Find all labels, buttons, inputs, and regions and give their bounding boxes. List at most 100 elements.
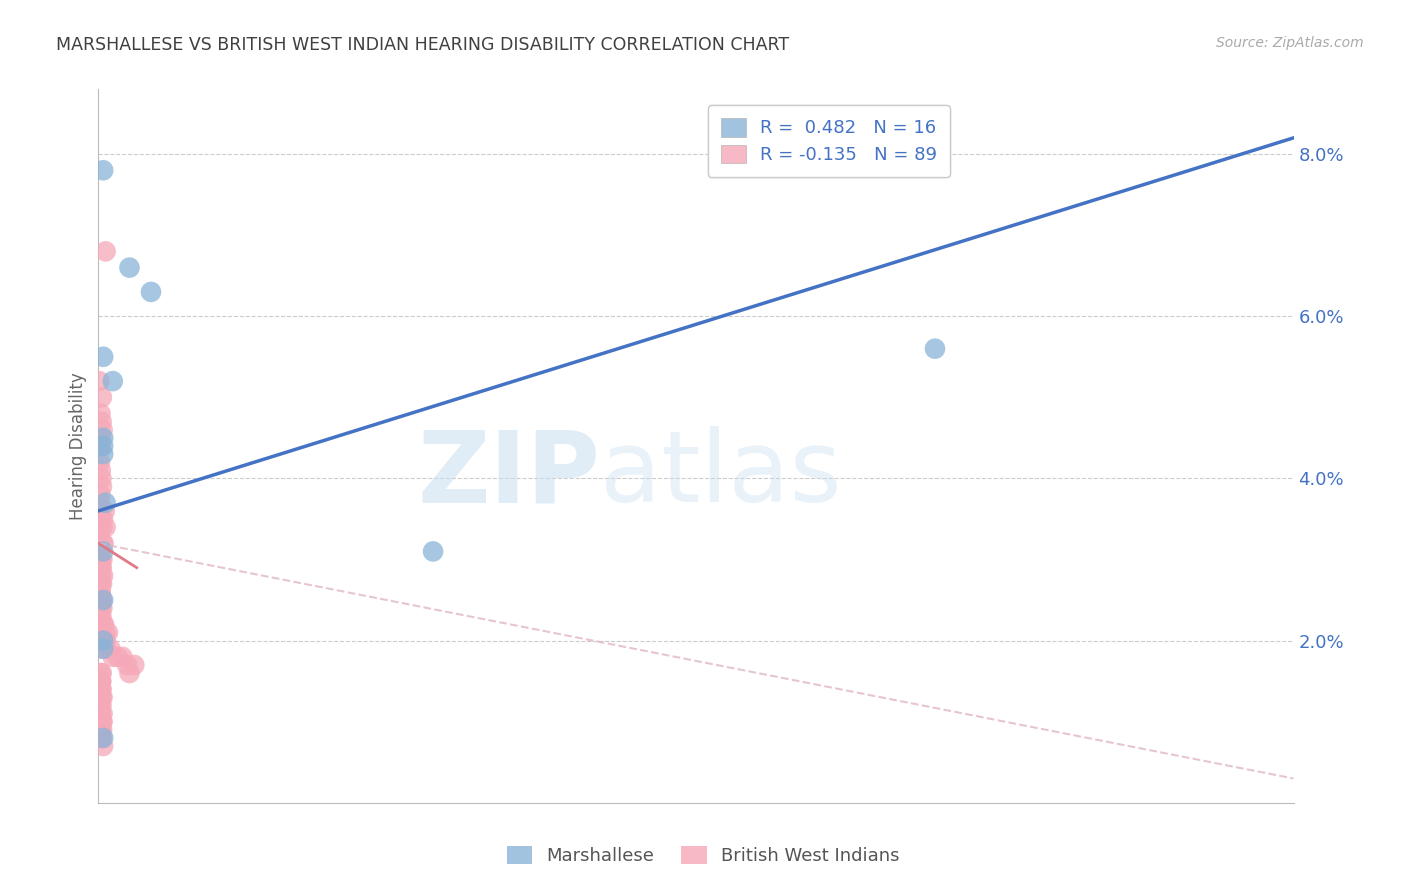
- Point: [90, 690, 112, 705]
- Point: [91, 439, 114, 453]
- Text: atlas: atlas: [600, 426, 842, 523]
- Point: [89, 585, 111, 599]
- Point: [91, 593, 114, 607]
- Point: [90, 560, 112, 574]
- Point: [91, 617, 114, 632]
- Point: [124, 657, 146, 672]
- Point: [91, 423, 114, 437]
- Point: [89, 617, 111, 632]
- Point: [90, 666, 112, 681]
- Point: [90, 682, 112, 697]
- Point: [422, 544, 444, 558]
- Text: Source: ZipAtlas.com: Source: ZipAtlas.com: [1216, 36, 1364, 50]
- Point: [91, 723, 114, 737]
- Point: [91, 350, 114, 364]
- Point: [89, 504, 111, 518]
- Point: [90, 512, 112, 526]
- Point: [90, 674, 112, 689]
- Point: [107, 649, 129, 664]
- Point: [89, 723, 111, 737]
- Point: [91, 706, 114, 721]
- Point: [115, 657, 138, 672]
- Point: [101, 649, 124, 664]
- Point: [89, 488, 111, 502]
- Point: [91, 544, 114, 558]
- Point: [90, 390, 112, 404]
- Point: [89, 682, 111, 697]
- Point: [90, 674, 112, 689]
- Legend: Marshallese, British West Indians: Marshallese, British West Indians: [498, 837, 908, 874]
- Text: ZIP: ZIP: [418, 426, 600, 523]
- Point: [91, 690, 114, 705]
- Point: [93, 617, 115, 632]
- Point: [94, 633, 117, 648]
- Point: [90, 698, 112, 713]
- Point: [90, 731, 112, 745]
- Point: [90, 706, 112, 721]
- Point: [94, 504, 117, 518]
- Point: [94, 244, 117, 259]
- Y-axis label: Hearing Disability: Hearing Disability: [69, 372, 87, 520]
- Point: [89, 666, 111, 681]
- Point: [89, 706, 111, 721]
- Legend: R =  0.482   N = 16, R = -0.135   N = 89: R = 0.482 N = 16, R = -0.135 N = 89: [707, 105, 950, 177]
- Point: [91, 552, 114, 566]
- Point: [89, 698, 111, 713]
- Point: [90, 609, 112, 624]
- Point: [91, 731, 114, 745]
- Point: [94, 625, 117, 640]
- Point: [90, 568, 112, 582]
- Point: [98, 641, 122, 656]
- Point: [90, 431, 112, 445]
- Point: [91, 512, 114, 526]
- Point: [91, 739, 114, 753]
- Point: [87, 698, 110, 713]
- Point: [91, 479, 114, 493]
- Point: [90, 407, 112, 421]
- Point: [90, 617, 112, 632]
- Point: [93, 536, 115, 550]
- Point: [89, 593, 111, 607]
- Point: [924, 342, 946, 356]
- Point: [91, 577, 114, 591]
- Point: [97, 625, 120, 640]
- Text: MARSHALLESE VS BRITISH WEST INDIAN HEARING DISABILITY CORRELATION CHART: MARSHALLESE VS BRITISH WEST INDIAN HEARI…: [56, 36, 789, 54]
- Point: [91, 431, 114, 445]
- Point: [90, 415, 112, 429]
- Point: [89, 723, 111, 737]
- Point: [94, 641, 117, 656]
- Point: [90, 552, 112, 566]
- Point: [89, 609, 111, 624]
- Point: [118, 260, 141, 275]
- Point: [91, 568, 114, 582]
- Point: [89, 544, 111, 558]
- Point: [89, 552, 111, 566]
- Point: [91, 633, 114, 648]
- Point: [90, 560, 112, 574]
- Point: [90, 585, 112, 599]
- Point: [89, 674, 111, 689]
- Point: [89, 585, 111, 599]
- Point: [91, 641, 114, 656]
- Point: [89, 374, 111, 388]
- Point: [87, 528, 110, 542]
- Point: [90, 601, 112, 615]
- Point: [90, 731, 112, 745]
- Point: [90, 723, 112, 737]
- Point: [91, 520, 114, 534]
- Point: [139, 285, 162, 299]
- Point: [101, 374, 124, 388]
- Point: [87, 682, 110, 697]
- Point: [91, 536, 114, 550]
- Point: [89, 455, 111, 469]
- Point: [89, 512, 111, 526]
- Point: [91, 714, 114, 729]
- Point: [111, 649, 134, 664]
- Point: [118, 666, 141, 681]
- Point: [91, 163, 114, 178]
- Point: [91, 601, 114, 615]
- Point: [94, 520, 117, 534]
- Point: [89, 439, 111, 453]
- Point: [89, 674, 111, 689]
- Point: [89, 641, 111, 656]
